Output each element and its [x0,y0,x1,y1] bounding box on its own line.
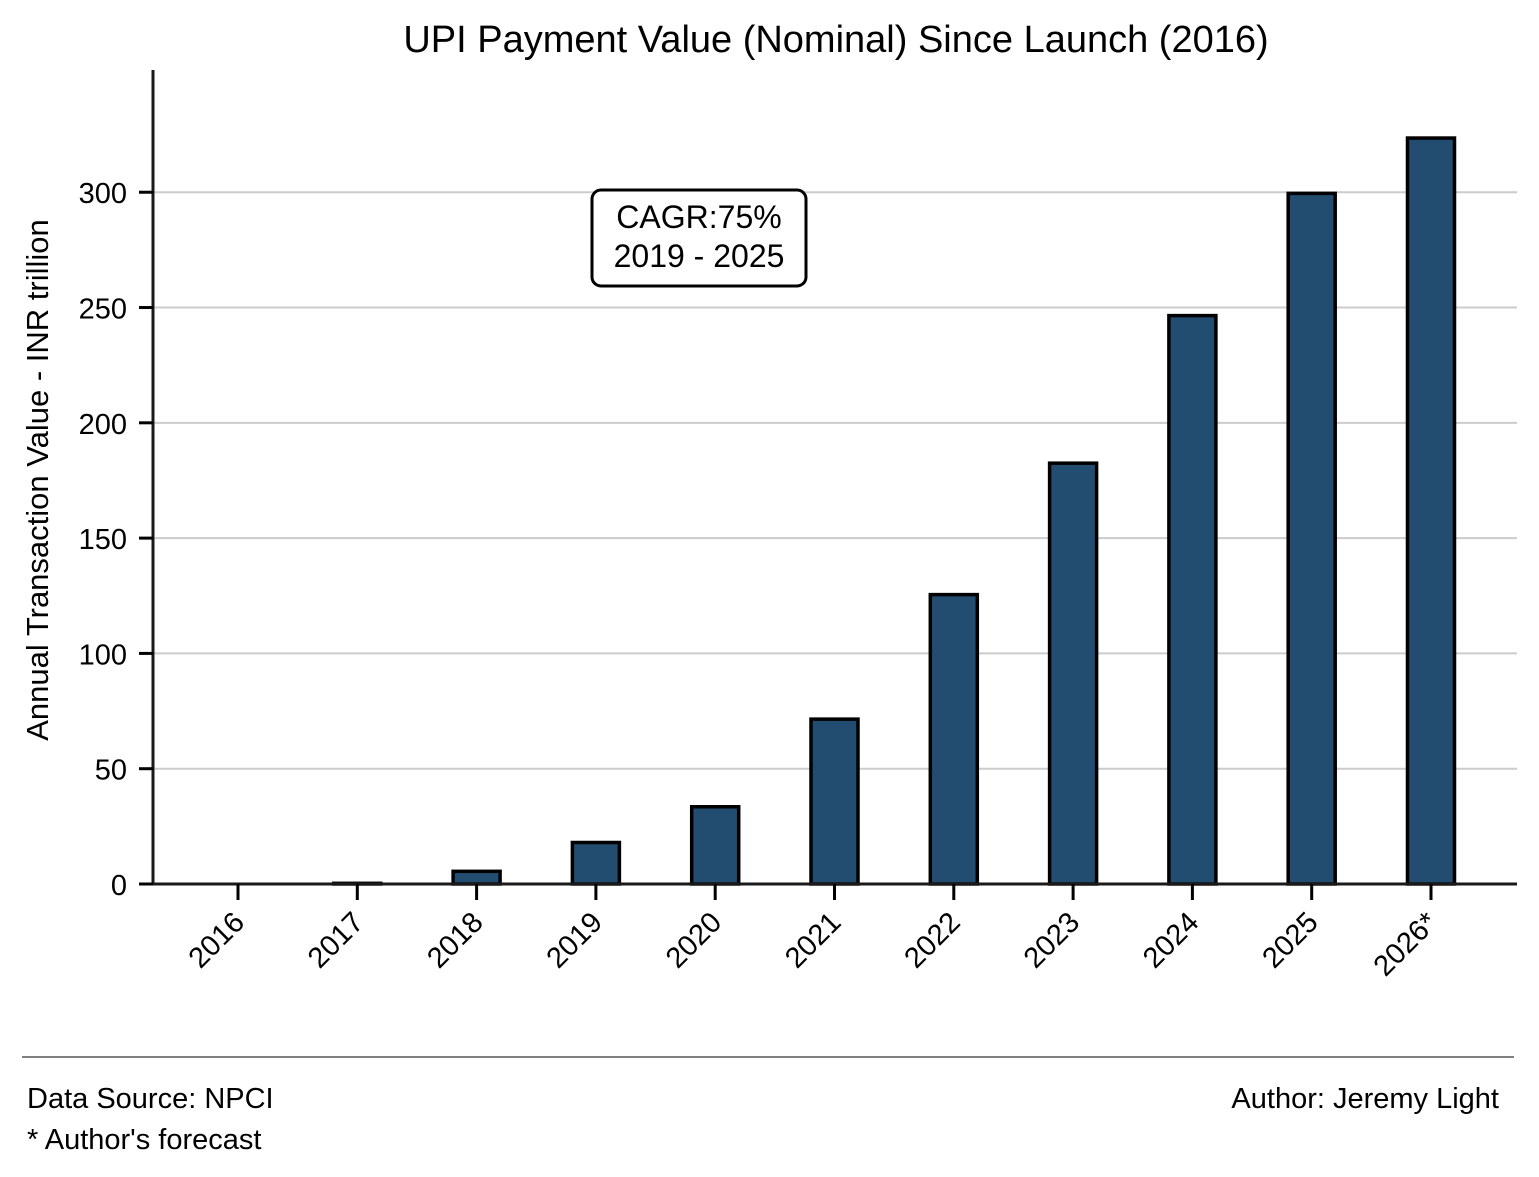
author-credit: Author: Jeremy Light [1231,1083,1499,1115]
bar-2022 [928,592,980,886]
x-tick-label: 2017 [302,906,370,974]
x-tick-label: 2025 [1256,906,1324,974]
bar-2025 [1286,191,1337,886]
x-tick-label: 2020 [660,906,728,974]
bar-chart: UPI Payment Value (Nominal) Since Launch… [20,19,1517,983]
footer-divider [22,1056,1514,1058]
x-tick-label: 2018 [421,906,489,974]
data-source: Data Source: NPCI [27,1083,274,1115]
y-tick-label: 100 [79,639,127,671]
x-tick-label: 2016 [183,906,251,974]
y-ticks: 0 50 100 150 200 250 300 [79,178,153,902]
x-tick-label: 2026* [1368,906,1444,982]
y-tick-label: 300 [79,178,127,210]
annotation-line-1: CAGR:75% [616,199,781,235]
x-tick-label: 2022 [899,906,967,974]
x-ticks: 2016 2017 2018 2019 2020 2021 2022 2023 2024 2025… [183,884,1444,983]
annotation-line-2: 2019 - 2025 [614,238,785,274]
y-tick-label: 150 [79,524,127,556]
bar-2023 [1047,461,1099,886]
chart-title: UPI Payment Value (Nominal) Since Launch… [403,19,1268,61]
bar-2020 [689,805,741,886]
bar-2018 [451,869,502,886]
bars [332,136,1457,886]
x-tick-label: 2021 [779,906,847,974]
annotation-box [590,188,808,288]
forecast-note: * Author's forecast [27,1124,262,1156]
footer-notes: Data Source: NPCI * Author's forecast [27,1079,274,1161]
bar-2019 [570,840,622,886]
bar-2024 [1167,313,1218,886]
cagr-annotation: CAGR:75% 2019 - 2025 [590,188,808,288]
y-tick-label: 0 [111,870,127,902]
bar-2021 [809,717,860,886]
bar-2026-forecast [1405,136,1457,886]
x-tick-label: 2024 [1137,906,1205,974]
x-tick-label: 2019 [541,906,609,974]
y-tick-label: 200 [79,409,127,441]
y-tick-label: 250 [79,294,127,326]
y-tick-label: 50 [95,755,127,787]
y-axis-label: Annual Transaction Value - INR trillion [20,219,55,741]
x-tick-label: 2023 [1018,906,1086,974]
